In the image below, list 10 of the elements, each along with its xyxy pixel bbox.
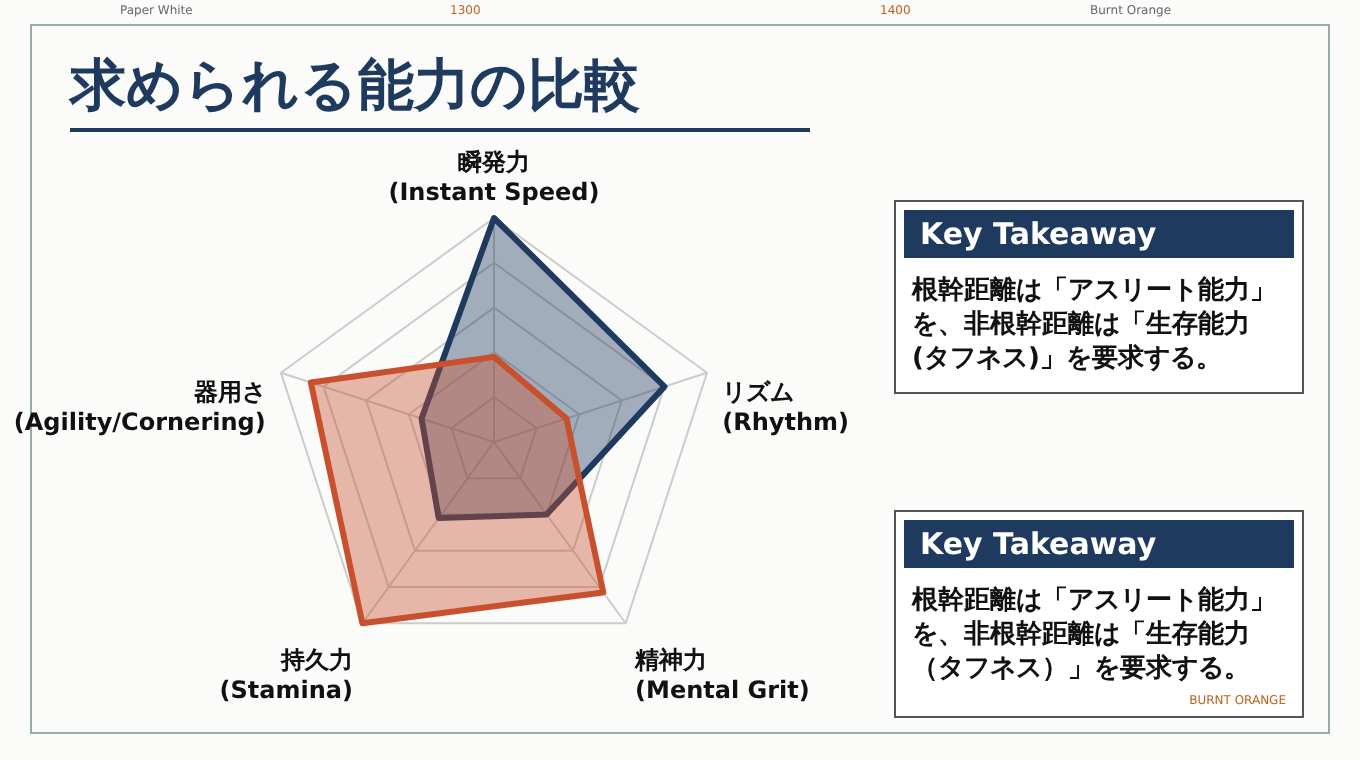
text: 根幹距離は「アスリート能力」を、非根幹距離は「生存能力(タフネス)」を要求する。	[909, 274, 1278, 378]
spoke-label: リズム (Rhythm)	[722, 377, 849, 436]
spoke-label: 持久力 (Stamina)	[219, 646, 353, 705]
text: Key Takeaway	[904, 210, 1294, 258]
spoke-label: 精神力 (Mental Grit)	[633, 646, 810, 705]
spoke-label: 器用さ (Agility/Cornering)	[13, 377, 266, 436]
text: 根幹距離は「アスリート能力」を、非根幹距離は「生存能力（タフネス）」を要求する。	[909, 584, 1278, 688]
spoke-label: 瞬発力 (Instant Speed)	[388, 148, 600, 206]
chart-title: 求められる能力の比較	[70, 50, 640, 122]
text: Key Takeaway	[904, 520, 1294, 568]
